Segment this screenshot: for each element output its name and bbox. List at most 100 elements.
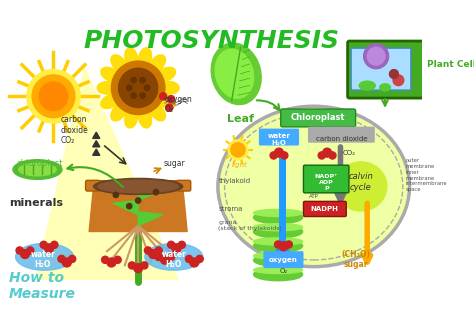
Ellipse shape	[254, 211, 302, 224]
Circle shape	[367, 47, 385, 65]
Circle shape	[185, 255, 192, 263]
Text: oxygen
O₂: oxygen O₂	[165, 95, 192, 114]
Circle shape	[166, 104, 173, 111]
Text: water
H₂O: water H₂O	[267, 133, 291, 146]
Ellipse shape	[359, 81, 375, 90]
Text: How to
Measure: How to Measure	[9, 271, 76, 301]
Ellipse shape	[18, 163, 56, 176]
Polygon shape	[93, 132, 100, 138]
Ellipse shape	[254, 254, 302, 266]
Text: ATP: ATP	[309, 194, 319, 199]
Ellipse shape	[138, 48, 152, 67]
Ellipse shape	[254, 252, 302, 259]
Text: NADPH: NADPH	[310, 206, 338, 212]
Polygon shape	[91, 181, 185, 186]
Circle shape	[153, 189, 159, 195]
FancyBboxPatch shape	[86, 180, 100, 191]
Ellipse shape	[254, 238, 302, 245]
Text: grana
(stack of thylakoids): grana (stack of thylakoids)	[219, 221, 282, 231]
FancyBboxPatch shape	[259, 129, 299, 146]
Circle shape	[160, 255, 169, 264]
Circle shape	[167, 241, 175, 248]
Ellipse shape	[150, 104, 165, 121]
Circle shape	[27, 247, 34, 254]
Circle shape	[63, 258, 71, 267]
Circle shape	[118, 68, 158, 107]
Circle shape	[40, 241, 47, 248]
Ellipse shape	[150, 55, 165, 72]
Circle shape	[178, 241, 185, 248]
Polygon shape	[138, 212, 163, 226]
Text: sugar: sugar	[163, 159, 185, 168]
Circle shape	[160, 93, 167, 100]
Circle shape	[20, 250, 29, 258]
Text: oxygen: oxygen	[269, 257, 298, 263]
Ellipse shape	[13, 160, 62, 179]
Polygon shape	[138, 189, 158, 201]
Ellipse shape	[97, 82, 117, 94]
Text: chloroplast: chloroplast	[16, 159, 63, 168]
Ellipse shape	[145, 243, 203, 270]
Circle shape	[196, 255, 203, 263]
Circle shape	[172, 244, 181, 253]
FancyBboxPatch shape	[281, 109, 356, 127]
Text: light: light	[232, 162, 247, 168]
Text: O₂: O₂	[279, 268, 288, 274]
Text: water
H₂O: water H₂O	[161, 250, 186, 269]
Circle shape	[274, 241, 282, 248]
Circle shape	[140, 93, 145, 98]
Text: minerals: minerals	[9, 198, 63, 208]
Circle shape	[127, 204, 132, 209]
Circle shape	[69, 255, 76, 263]
Circle shape	[140, 77, 145, 83]
Text: PHOTOSYNTHESIS: PHOTOSYNTHESIS	[83, 29, 339, 53]
Ellipse shape	[254, 225, 302, 238]
Circle shape	[281, 152, 288, 159]
Circle shape	[114, 256, 121, 263]
Circle shape	[58, 255, 65, 263]
Circle shape	[111, 61, 165, 115]
Circle shape	[27, 70, 80, 123]
Text: CO₂: CO₂	[343, 150, 356, 156]
FancyBboxPatch shape	[176, 180, 191, 191]
Text: stroma: stroma	[219, 206, 243, 212]
Circle shape	[364, 44, 389, 69]
Ellipse shape	[254, 268, 302, 281]
Circle shape	[16, 247, 23, 254]
Circle shape	[393, 75, 404, 86]
Ellipse shape	[98, 180, 178, 193]
Ellipse shape	[125, 48, 137, 67]
Circle shape	[101, 256, 109, 263]
Circle shape	[113, 192, 118, 198]
Circle shape	[231, 143, 245, 157]
Circle shape	[323, 148, 331, 157]
Ellipse shape	[111, 55, 127, 72]
Circle shape	[390, 70, 398, 78]
Ellipse shape	[157, 67, 175, 82]
Circle shape	[131, 77, 137, 83]
Text: (CH₂O)
sugar: (CH₂O) sugar	[341, 250, 370, 269]
Circle shape	[149, 250, 158, 258]
Circle shape	[131, 93, 137, 98]
Ellipse shape	[138, 109, 152, 128]
Circle shape	[127, 85, 132, 90]
Circle shape	[190, 258, 199, 267]
Ellipse shape	[220, 108, 407, 264]
Circle shape	[167, 253, 175, 261]
FancyBboxPatch shape	[303, 201, 346, 216]
Polygon shape	[93, 149, 100, 155]
Circle shape	[134, 264, 143, 273]
Ellipse shape	[16, 243, 73, 270]
Circle shape	[145, 85, 150, 90]
Ellipse shape	[93, 179, 182, 194]
Circle shape	[141, 262, 148, 269]
Text: calvin
cycle: calvin cycle	[348, 172, 374, 192]
FancyBboxPatch shape	[308, 127, 375, 143]
Ellipse shape	[254, 210, 302, 216]
Circle shape	[274, 148, 283, 157]
Circle shape	[329, 152, 336, 159]
Text: Chloroplast: Chloroplast	[291, 113, 346, 122]
Circle shape	[145, 247, 152, 254]
Ellipse shape	[254, 224, 302, 231]
Text: Plant Cell: Plant Cell	[427, 60, 474, 69]
